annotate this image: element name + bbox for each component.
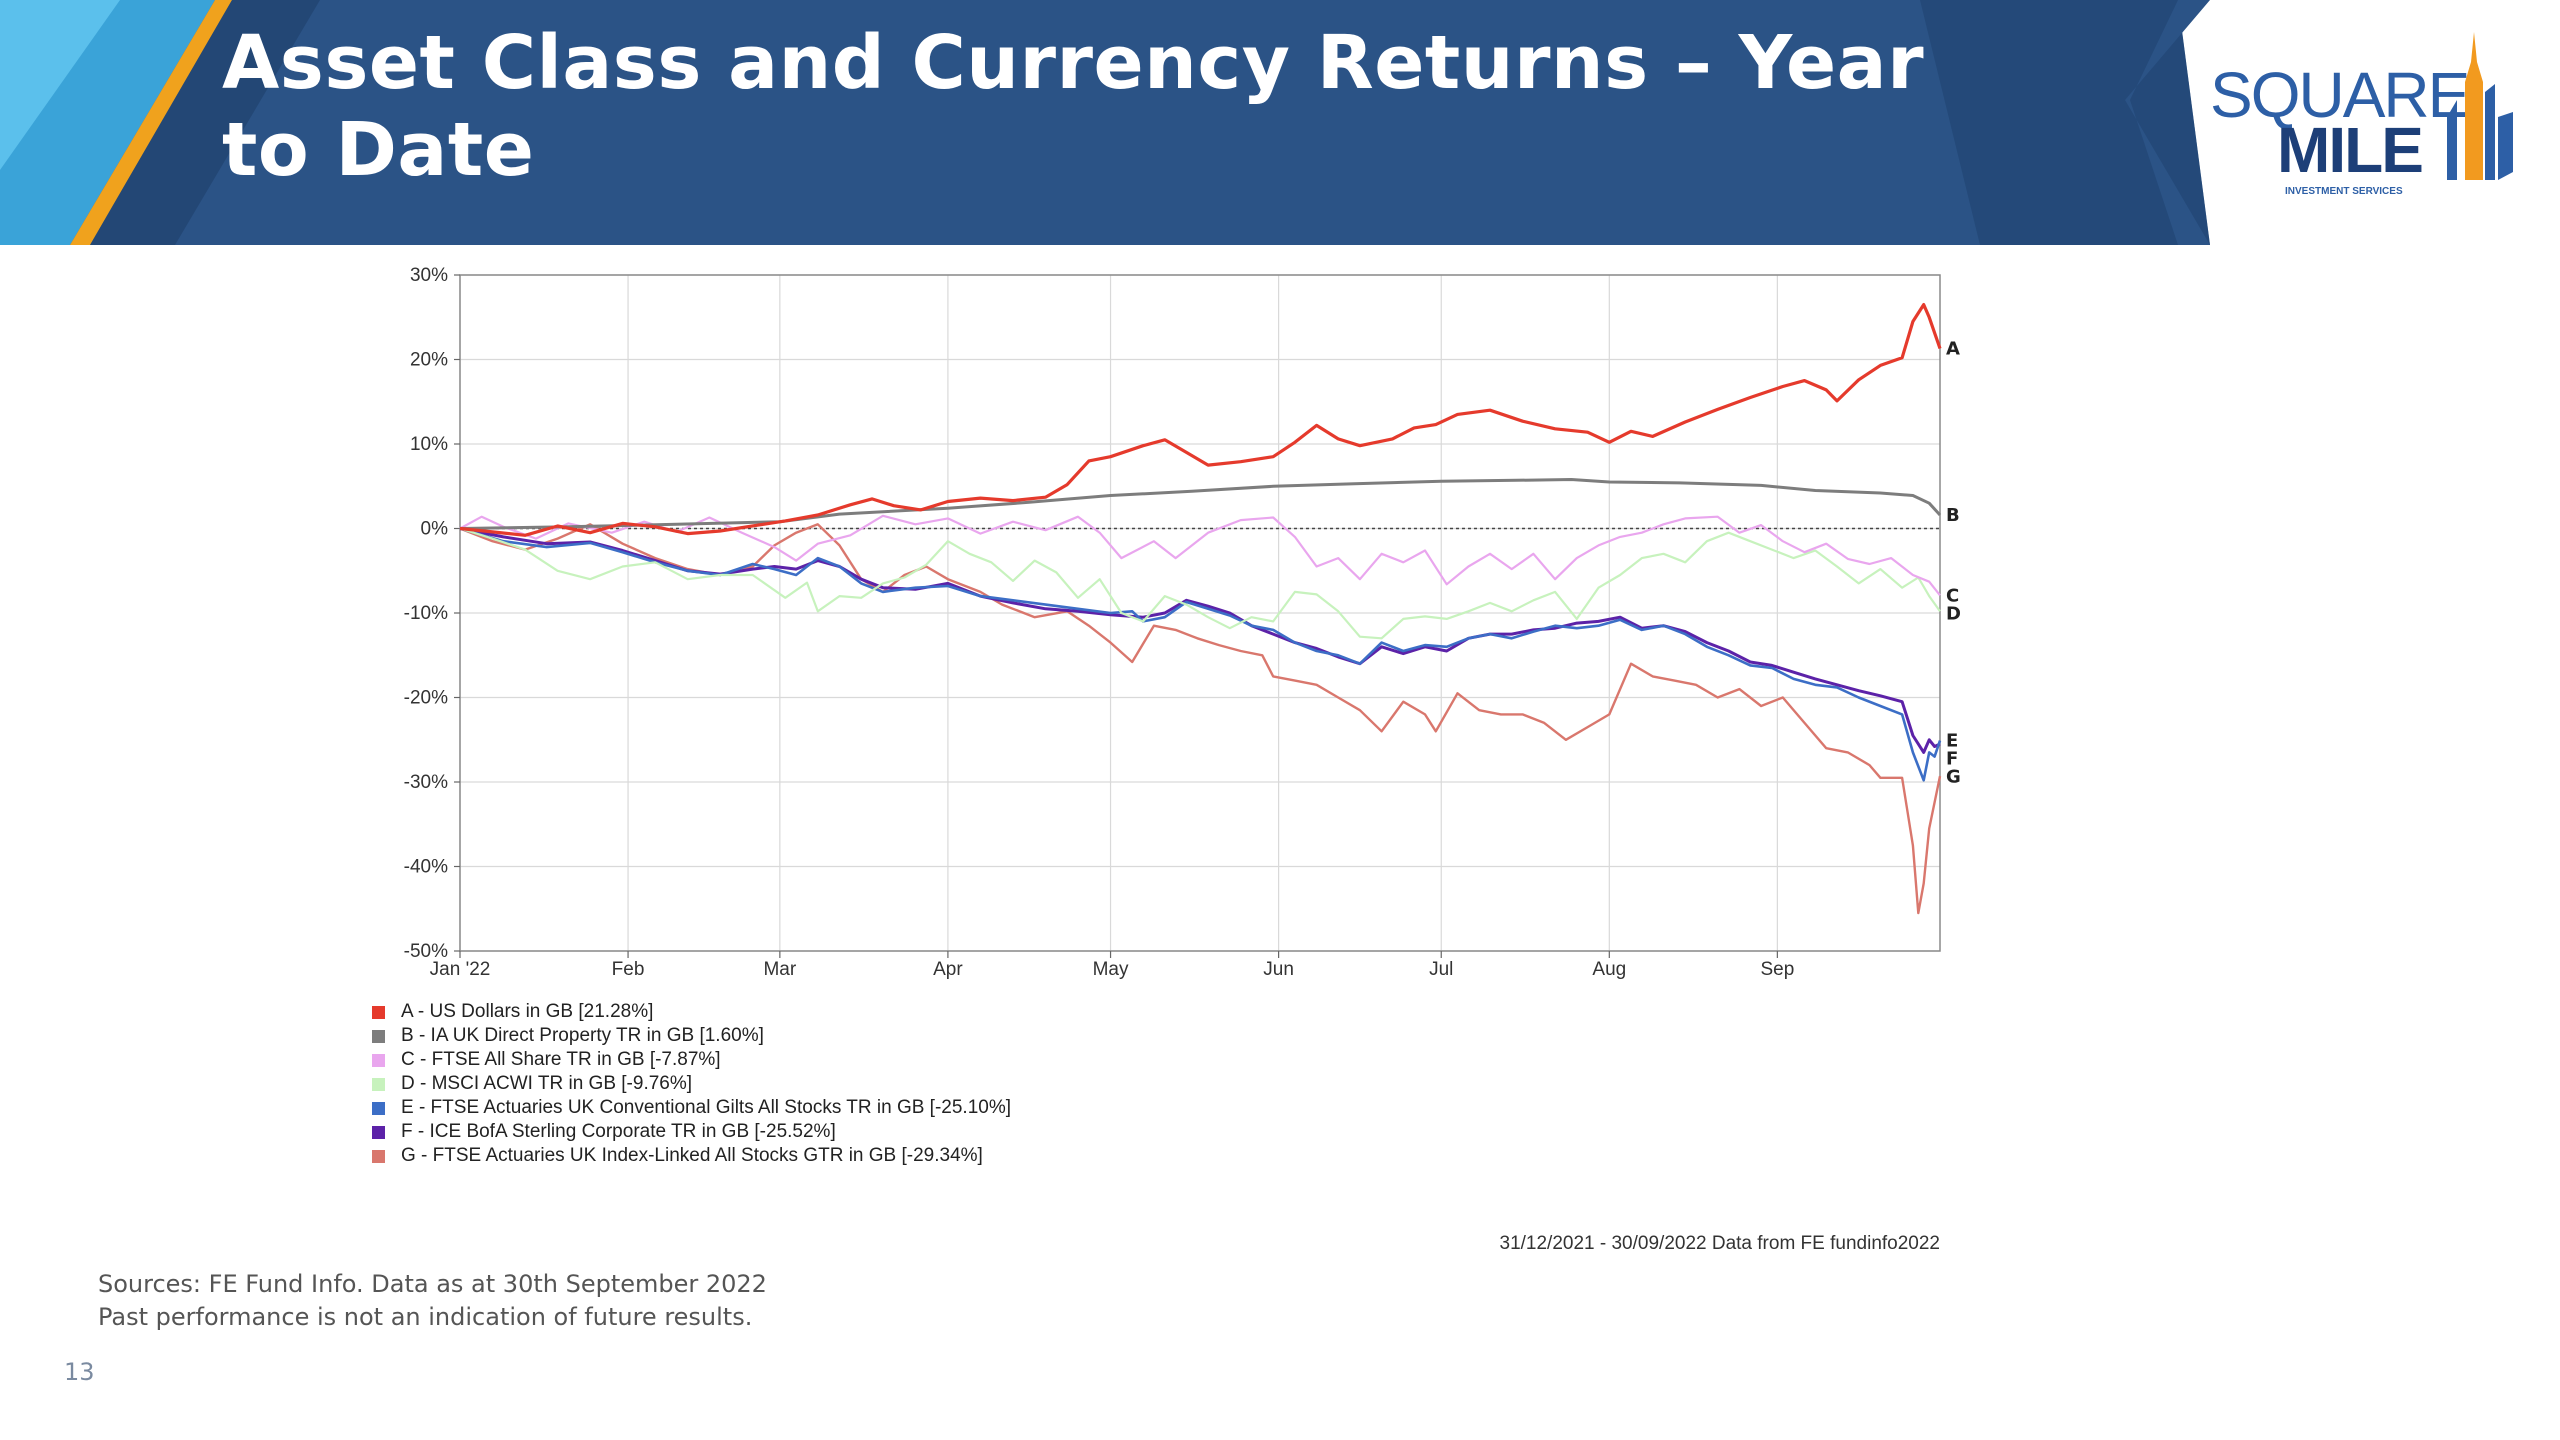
legend-label: B - IA UK Direct Property TR in GB [1.60… [401,1025,764,1046]
legend-label: E - FTSE Actuaries UK Conventional Gilts… [401,1097,1011,1118]
returns-line-chart: 30% 20% 10% 0% -10% -20% -30% -40% -50% Jan '22 F… [404,265,1961,980]
x-tick-label: Jan '22 [430,959,491,980]
series-end-label-f: F [1946,749,1958,770]
x-tick-label: Jul [1429,959,1453,980]
series-line-e [459,527,1942,782]
series-end-label-d: D [1946,603,1961,624]
sources-line: Sources: FE Fund Info. Data as at 30th S… [98,1270,767,1298]
logo-tagline: INVESTMENT SERVICES [2285,186,2403,197]
header-banner [0,0,2210,245]
x-tick-label: Mar [763,959,796,980]
series-line-f [459,527,1941,754]
legend-label: G - FTSE Actuaries UK Index-Linked All S… [401,1145,983,1166]
page-number: 13 [64,1358,95,1386]
square-mile-logo: SQUARE MILE INVESTMENT SERVICES [2210,32,2513,197]
legend-item-e: E - FTSE Actuaries UK Conventional Gilts… [372,1096,1772,1120]
date-range-note: 31/12/2021 - 30/09/2022 Data from FE fun… [1499,1233,1940,1254]
x-tick-label: Aug [1592,959,1626,980]
legend-swatch [372,1053,385,1067]
series-end-label-e: E [1946,731,1958,752]
y-tick-label: -50% [404,941,448,962]
y-tick-label: 10% [410,434,448,455]
y-tick-label: -40% [404,857,448,878]
series-line-d [459,527,1941,640]
x-tick-label: May [1093,959,1129,980]
legend-label: D - MSCI ACWI TR in GB [-9.76%] [401,1073,693,1094]
legend-label: F - ICE BofA Sterling Corporate TR in GB… [401,1121,836,1142]
y-tick-label: 20% [410,350,448,371]
series-line-c [459,514,1941,596]
legend-swatch [372,1149,385,1163]
legend-label: C - FTSE All Share TR in GB [-7.87%] [401,1049,721,1070]
series-end-label-b: B [1946,505,1960,526]
y-tick-label: -20% [404,688,448,709]
legend-swatch [372,1101,385,1115]
legend-item-c: C - FTSE All Share TR in GB [-7.87%] [372,1048,1772,1072]
legend-item-g: G - FTSE Actuaries UK Index-Linked All S… [372,1144,1772,1168]
legend-swatch [372,1077,385,1091]
legend-swatch [372,1029,385,1043]
y-tick-label: -30% [404,772,448,793]
x-tick-label: Feb [612,959,645,980]
y-tick-label: 30% [410,265,448,286]
series-end-label-g: G [1946,767,1961,788]
logo-text-bottom: MILE [2277,114,2422,186]
series-line-b [459,478,1942,530]
x-tick-label: Jun [1263,959,1294,980]
legend-item-d: D - MSCI ACWI TR in GB [-9.76%] [372,1072,1772,1096]
legend-item-a: A - US Dollars in GB [21.28%] [372,1000,1772,1024]
legend-item-b: B - IA UK Direct Property TR in GB [1.60… [372,1024,1772,1048]
x-tick-label: Sep [1760,959,1794,980]
legend-item-f: F - ICE BofA Sterling Corporate TR in GB… [372,1120,1772,1144]
series-line-g [459,523,1942,915]
page-title: Asset Class and Currency Returns – Year … [222,20,1925,193]
y-tick-label: 0% [421,519,449,540]
legend-swatch [372,1005,385,1019]
series-line-a [459,303,1942,537]
chart-legend: A - US Dollars in GB [21.28%] B - IA UK D… [372,1000,1772,1168]
logo-text-top: SQUARE [2210,59,2468,131]
sources-note: Sources: FE Fund Info. Data as at 30th S… [98,1268,1498,1334]
skyline-icon [2447,32,2513,180]
x-tick-label: Apr [933,959,963,980]
series-end-label-a: A [1946,339,1960,360]
y-tick-label: -10% [404,603,448,624]
legend-swatch [372,1125,385,1139]
series-end-label-c: C [1946,585,1959,606]
disclaimer-line: Past performance is not an indication of… [98,1303,753,1331]
legend-label: A - US Dollars in GB [21.28%] [401,1001,654,1022]
